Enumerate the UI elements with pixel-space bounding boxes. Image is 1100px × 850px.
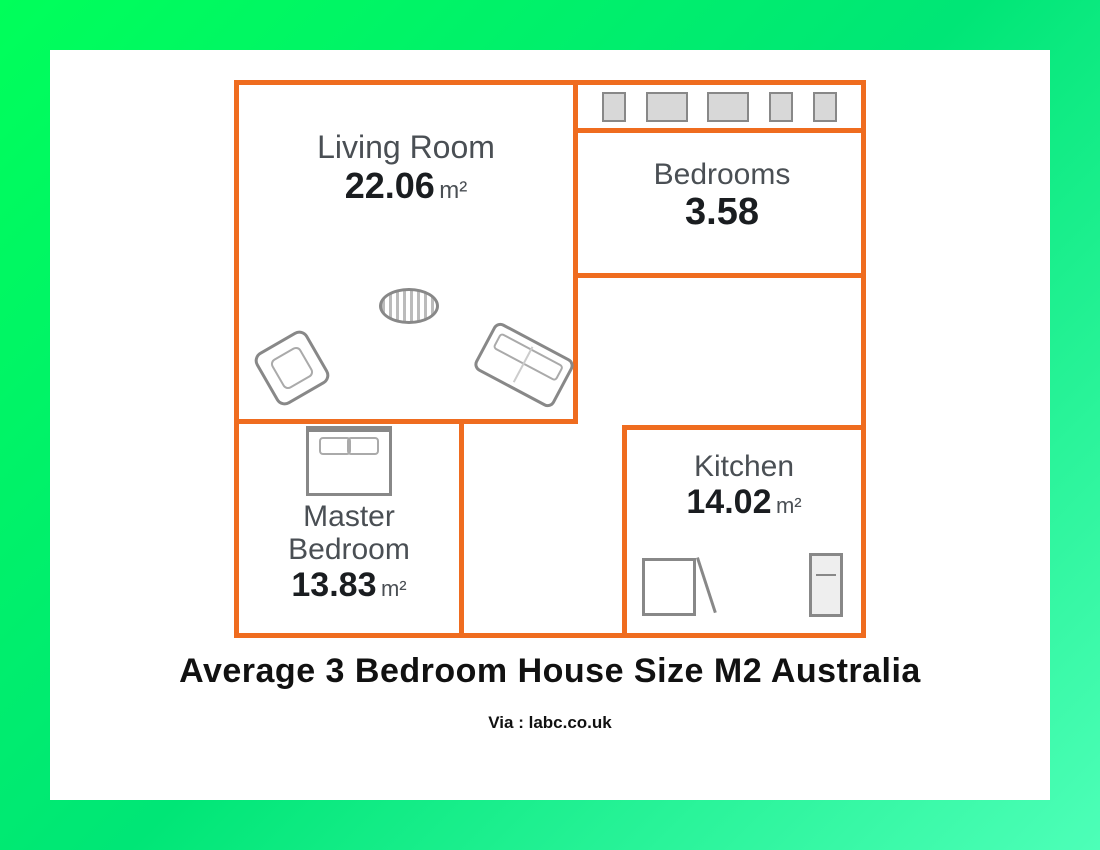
storage-icon xyxy=(602,92,626,122)
room-name: MasterBedroom xyxy=(246,500,452,566)
room-unit: m² xyxy=(776,493,802,518)
kitchen-label: Kitchen 14.02 m² xyxy=(644,450,844,522)
room-name: Kitchen xyxy=(644,450,844,483)
room-value: 13.83 xyxy=(291,566,376,604)
wall-segment xyxy=(464,633,622,638)
counter-icon xyxy=(642,558,696,616)
room-value: 22.06 xyxy=(345,165,435,206)
page-title: Average 3 Bedroom House Size M2 Australi… xyxy=(179,652,921,691)
coffee-table-icon xyxy=(379,288,439,324)
floorplan-diagram: Living Room 22.06 m² Bedrooms 3.58 Maste… xyxy=(234,80,866,638)
master-bedroom-label: MasterBedroom 13.83 m² xyxy=(246,500,452,605)
storage-icon xyxy=(707,92,749,122)
info-card: Living Room 22.06 m² Bedrooms 3.58 Maste… xyxy=(50,50,1050,800)
room-name: Bedrooms xyxy=(604,158,840,191)
room-unit: m² xyxy=(439,177,467,204)
bed-icon xyxy=(306,426,392,496)
room-value: 14.02 xyxy=(686,483,771,521)
fridge-icon xyxy=(809,553,843,617)
via-source: labc.co.uk xyxy=(529,713,612,732)
bedrooms-label: Bedrooms 3.58 xyxy=(604,158,840,234)
storage-icon xyxy=(646,92,688,122)
room-value: 3.58 xyxy=(685,191,759,233)
wall-segment xyxy=(861,278,866,425)
room-unit: m² xyxy=(381,576,407,601)
storage-icon xyxy=(769,92,793,122)
storage-strip xyxy=(578,80,866,133)
storage-icon xyxy=(813,92,837,122)
via-prefix: Via : xyxy=(488,713,528,732)
attribution: Via : labc.co.uk xyxy=(488,713,611,733)
room-name: Living Room xyxy=(294,130,518,165)
living-room-label: Living Room 22.06 m² xyxy=(294,130,518,207)
